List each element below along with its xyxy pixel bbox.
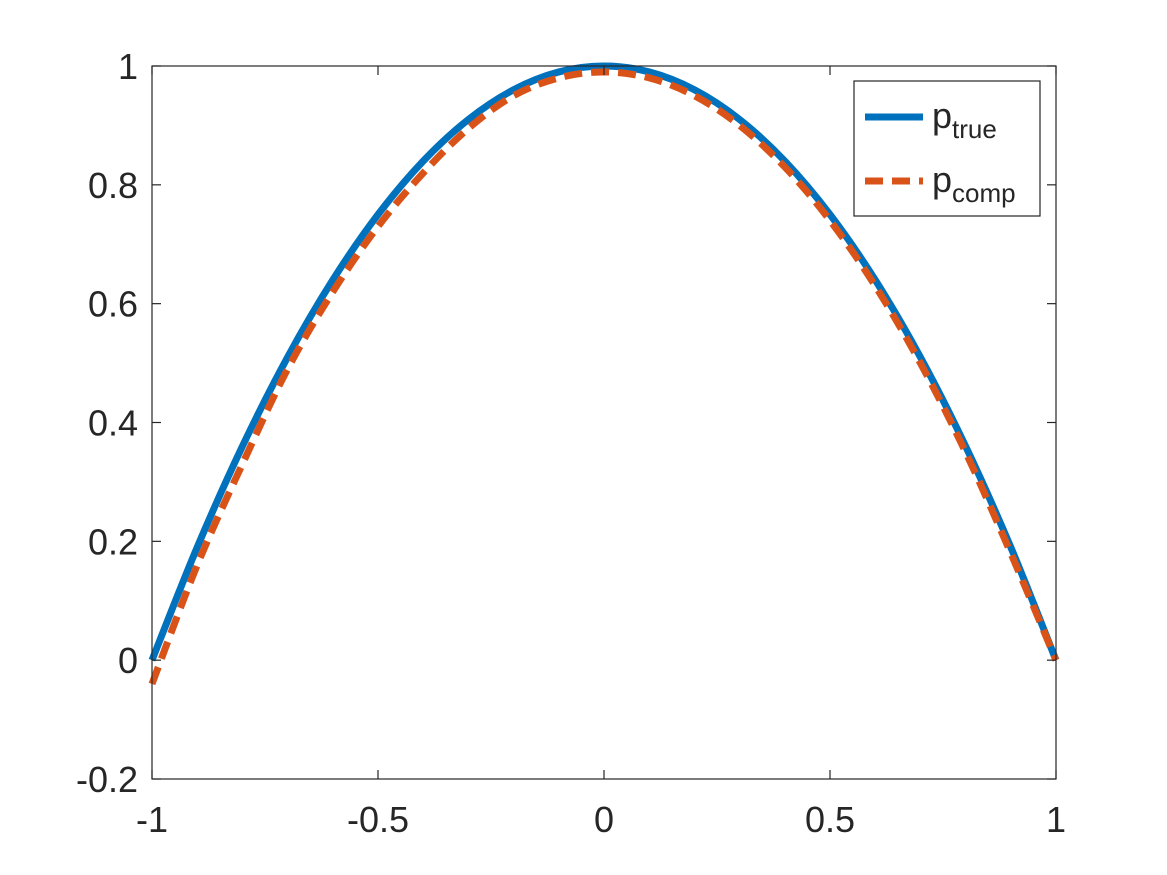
legend-label-comp: pcomp	[932, 159, 1016, 208]
legend: ptrue pcomp	[853, 80, 1041, 217]
y-tick-label: 1	[118, 46, 138, 87]
y-tick-label: 0.6	[88, 284, 138, 325]
ticks-layer	[151, 65, 1057, 780]
y-tick-label: 0.2	[88, 521, 138, 562]
legend-label-true-sub: true	[952, 114, 997, 144]
legend-box	[853, 80, 1041, 217]
y-tick-label: 0.8	[88, 165, 138, 206]
legend-label-comp-sub: comp	[952, 178, 1016, 208]
x-tick-label: 1	[1046, 799, 1066, 840]
x-tick-label: 0.5	[805, 799, 855, 840]
legend-label-true: ptrue	[932, 95, 997, 144]
y-tick-labels: -0.2 0 0.2 0.4 0.6 0.8 1	[76, 46, 138, 800]
y-tick-label: 0.4	[88, 403, 138, 444]
x-tick-label: -1	[136, 799, 168, 840]
legend-label-true-base: p	[932, 95, 952, 136]
y-tick-label: -0.2	[76, 759, 138, 800]
legend-label-comp-base: p	[932, 159, 952, 200]
y-tick-label: 0	[118, 640, 138, 681]
x-tick-labels: -1 -0.5 0 0.5 1	[136, 799, 1066, 840]
x-tick-label: -0.5	[347, 799, 409, 840]
x-tick-label: 0	[594, 799, 614, 840]
